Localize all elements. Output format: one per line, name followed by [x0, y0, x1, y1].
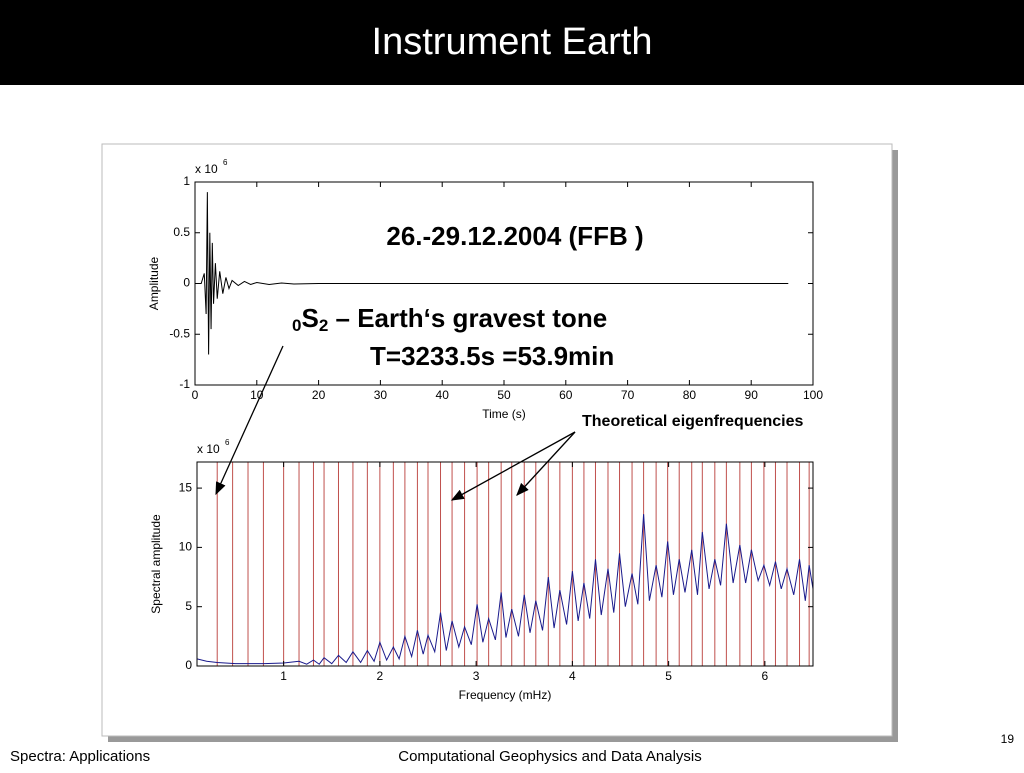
- x-tick-label: 90: [745, 388, 759, 402]
- y-tick-label: 15: [179, 480, 193, 494]
- eigen-annotation: Theoretical eigenfrequencies: [582, 413, 804, 430]
- page-number: 19: [1001, 732, 1015, 746]
- y-tick-label: 1: [183, 174, 190, 188]
- footer-left: Spectra: Applications: [10, 748, 150, 765]
- x-tick-label: 60: [559, 388, 573, 402]
- x-tick-label: 2: [377, 669, 384, 683]
- y-tick-label: 5: [185, 599, 192, 613]
- x-axis-label: Frequency (mHz): [459, 688, 552, 702]
- x-tick-label: 1: [280, 669, 287, 683]
- slide-title: Instrument Earth: [372, 21, 653, 63]
- x-tick-label: 0: [192, 388, 199, 402]
- mode-suffix: 2: [319, 316, 328, 335]
- x-tick-label: 100: [803, 388, 823, 402]
- date-annotation: 26.-29.12.2004 (FFB ): [386, 221, 643, 251]
- arrow: [516, 431, 576, 496]
- x-tick-label: 3: [473, 669, 480, 683]
- y-tick-label: 0.5: [173, 225, 190, 239]
- title-bar: [0, 0, 1024, 85]
- y-tick-label: -1: [179, 377, 190, 391]
- mode-prefix: 0: [292, 316, 301, 335]
- x-tick-label: 70: [621, 388, 635, 402]
- x-tick-label: 6: [762, 669, 769, 683]
- x-tick-label: 50: [497, 388, 511, 402]
- mode-text: – Earth‘s gravest tone: [328, 303, 607, 333]
- plot-area: [197, 462, 813, 666]
- arrow: [215, 345, 284, 496]
- data-line: [196, 514, 814, 665]
- arrow: [450, 431, 576, 501]
- data-line: [195, 192, 789, 355]
- y-exponent-power: 6: [225, 438, 230, 447]
- footer-center: Computational Geophysics and Data Analys…: [398, 748, 702, 765]
- mode-letter: S: [301, 303, 318, 333]
- y-exponent-base: x 10: [197, 442, 220, 456]
- x-tick-label: 20: [312, 388, 326, 402]
- y-axis-label: Amplitude: [147, 257, 161, 311]
- x-tick-label: 4: [569, 669, 576, 683]
- y-tick-label: 0: [183, 276, 190, 290]
- mode-annotation: 0S2 – Earth‘s gravest tone: [292, 303, 607, 336]
- y-exponent-base: x 10: [195, 162, 218, 176]
- x-tick-label: 30: [374, 388, 388, 402]
- x-tick-label: 5: [665, 669, 672, 683]
- y-tick-label: 0: [185, 658, 192, 672]
- y-exponent-power: 6: [223, 158, 228, 167]
- x-tick-label: 40: [436, 388, 450, 402]
- y-axis-label: Spectral amplitude: [149, 514, 163, 614]
- plot-frame: [196, 461, 814, 667]
- x-axis-label: Time (s): [482, 407, 526, 421]
- y-tick-label: 10: [179, 540, 193, 554]
- period-annotation: T=3233.5s =53.9min: [370, 341, 614, 371]
- x-tick-label: 80: [683, 388, 697, 402]
- y-tick-label: -0.5: [169, 326, 190, 340]
- x-tick-label: 10: [250, 388, 264, 402]
